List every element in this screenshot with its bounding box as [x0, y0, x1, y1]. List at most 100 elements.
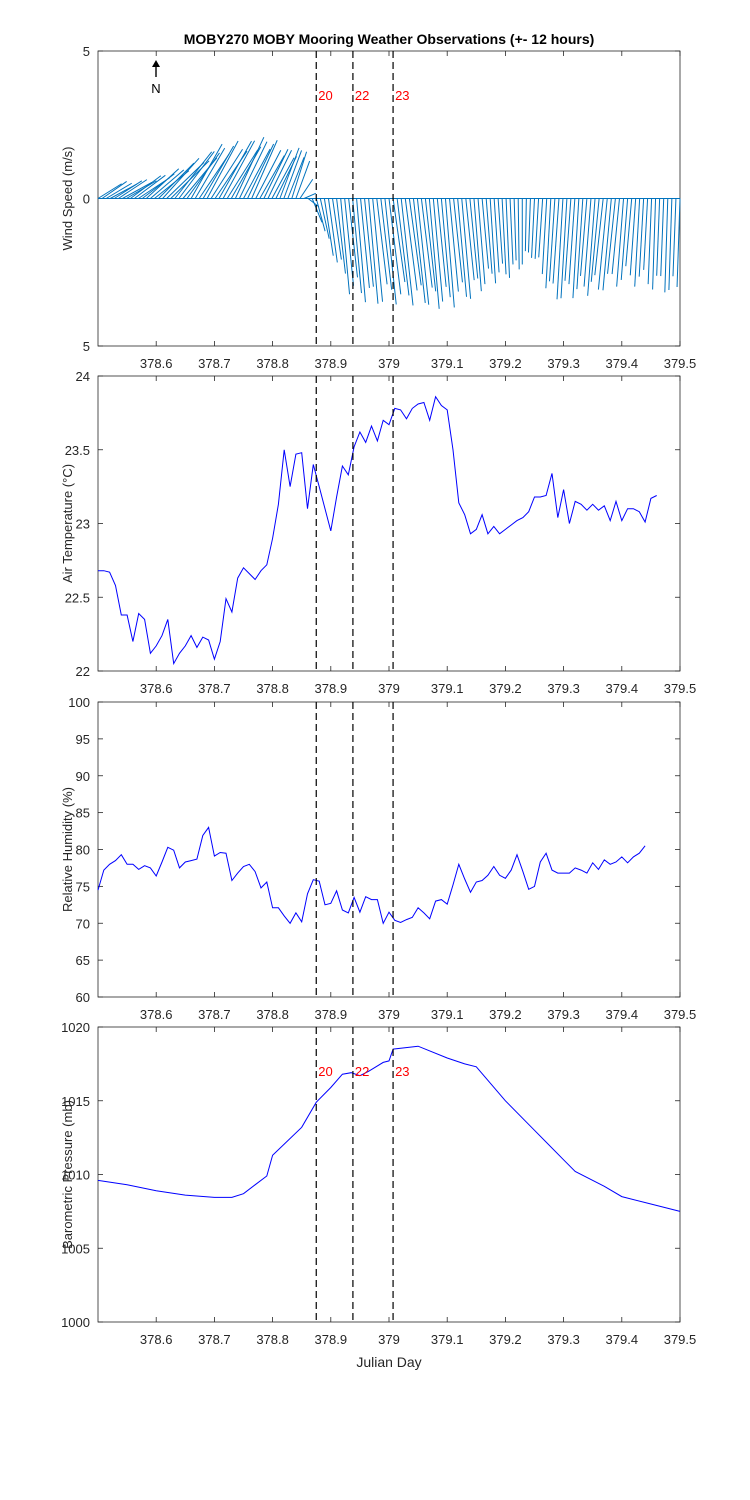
wind-vector [319, 198, 330, 239]
panel-2: 378.6 378.7 378.8 378.9 379 379.1 379.2 379.3 37… [60, 369, 696, 696]
x-tick-label: 378.8 [256, 1007, 289, 1022]
wind-vector [576, 198, 584, 290]
x-tick-label: 379.2 [489, 1332, 522, 1347]
wind-vector [404, 198, 418, 291]
y-tick-label: 95 [76, 732, 90, 747]
x-tick-label: 379.5 [664, 1007, 697, 1022]
time-marker-label: 22 [355, 88, 369, 103]
time-marker-label: 22 [355, 1064, 369, 1079]
wind-vector [255, 150, 282, 199]
x-tick-label: 379 [378, 1332, 400, 1347]
wind-vector [396, 198, 410, 296]
wind-vector [420, 198, 433, 288]
x-tick-label: 379 [378, 356, 400, 371]
wind-vector [534, 198, 540, 259]
wind-vector [611, 198, 620, 275]
y-tick-label: 22 [76, 664, 90, 679]
wind-vector [323, 198, 334, 256]
panel-1: 378.6 378.7 378.8 378.9 379 379.1 379.2 379.3 37… [60, 44, 696, 371]
wind-vector [311, 198, 323, 223]
wind-vector [360, 198, 370, 289]
wind-vector [453, 198, 463, 283]
y-axis-label: Air Temperature (°C) [60, 464, 75, 583]
x-tick-label: 378.7 [198, 1332, 231, 1347]
x-tick-label: 379 [378, 681, 400, 696]
wind-vector [493, 198, 500, 273]
y-tick-label: 1010 [61, 1168, 90, 1183]
x-tick-label: 379.3 [547, 1332, 580, 1347]
wind-vector [660, 198, 665, 277]
wind-vector [647, 198, 653, 285]
wind-vector [541, 198, 548, 275]
wind-vector [105, 182, 132, 199]
wind-vector [210, 148, 243, 199]
wind-vector [158, 162, 195, 199]
y-tick-label: 80 [76, 843, 90, 858]
y-axis-label: Barometric Pressure (mb) [60, 1100, 75, 1249]
wind-vector [126, 180, 157, 199]
wind-vector [174, 151, 213, 199]
wind-vector [114, 180, 143, 199]
x-tick-label: 378.7 [198, 681, 231, 696]
wind-vector [251, 140, 278, 199]
wind-vector [162, 157, 200, 199]
wind-vector [643, 198, 649, 270]
wind-vector [372, 198, 384, 302]
x-tick-label: 378.7 [198, 1007, 231, 1022]
wind-vector [590, 198, 600, 282]
wind-vector [400, 198, 414, 306]
x-tick-label: 379.5 [664, 356, 697, 371]
y-tick-label: 70 [76, 916, 90, 931]
x-tick-label: 379.2 [489, 356, 522, 371]
wind-vector [560, 198, 568, 299]
wind-vector [485, 198, 493, 274]
y-tick-label: 100 [68, 695, 90, 710]
x-tick-label: 379.4 [606, 1332, 639, 1347]
north-label: N [151, 81, 160, 96]
x-tick-label: 378.9 [315, 356, 348, 371]
x-tick-label: 379.2 [489, 681, 522, 696]
wind-vector [416, 198, 430, 305]
x-tick-label: 378.8 [256, 681, 289, 696]
wind-vector [477, 198, 486, 285]
wind-vector [194, 147, 226, 199]
wind-vector [652, 198, 657, 290]
wind-vector [238, 141, 268, 199]
plot-frame [97, 701, 681, 998]
x-tick-label: 379.2 [489, 1007, 522, 1022]
wind-vector [489, 198, 497, 284]
wind-vector [291, 151, 308, 199]
time-marker-label: 20 [318, 1064, 332, 1079]
wind-vector [469, 198, 479, 279]
wind-vector [267, 150, 292, 199]
x-tick-label: 379.4 [606, 1007, 639, 1022]
wind-vector [412, 198, 426, 304]
wind-vector [672, 198, 677, 277]
wind-vector [440, 198, 451, 298]
wind-vector [222, 140, 256, 199]
panel-3: 378.6 378.7 378.8 378.9 379 379.1 379.2 379.3 37… [60, 695, 696, 1022]
wind-vector [283, 150, 303, 199]
wind-vector [206, 140, 239, 199]
y-axis-label: Relative Humidity (%) [60, 787, 75, 912]
wind-vector [348, 198, 358, 278]
time-marker-label: 23 [395, 88, 409, 103]
wind-vector [247, 143, 275, 199]
wind-vector [356, 198, 366, 303]
data-line [98, 395, 657, 666]
panel-4: 378.6 378.7 378.8 378.9 379 379.1 379.2 379.3 37… [60, 1020, 696, 1347]
wind-vector [656, 198, 661, 276]
wind-vector [572, 198, 580, 299]
wind-vector [287, 157, 305, 199]
wind-vector [130, 175, 162, 199]
wind-vector [481, 198, 490, 269]
y-tick-label: 65 [76, 953, 90, 968]
x-axis-label: Julian Day [356, 1354, 421, 1370]
wind-vector [376, 198, 388, 285]
wind-vector [457, 198, 468, 297]
wind-vector [568, 198, 576, 285]
x-tick-label: 379.4 [606, 681, 639, 696]
x-tick-label: 379.3 [547, 1007, 580, 1022]
wind-vector [552, 198, 560, 284]
